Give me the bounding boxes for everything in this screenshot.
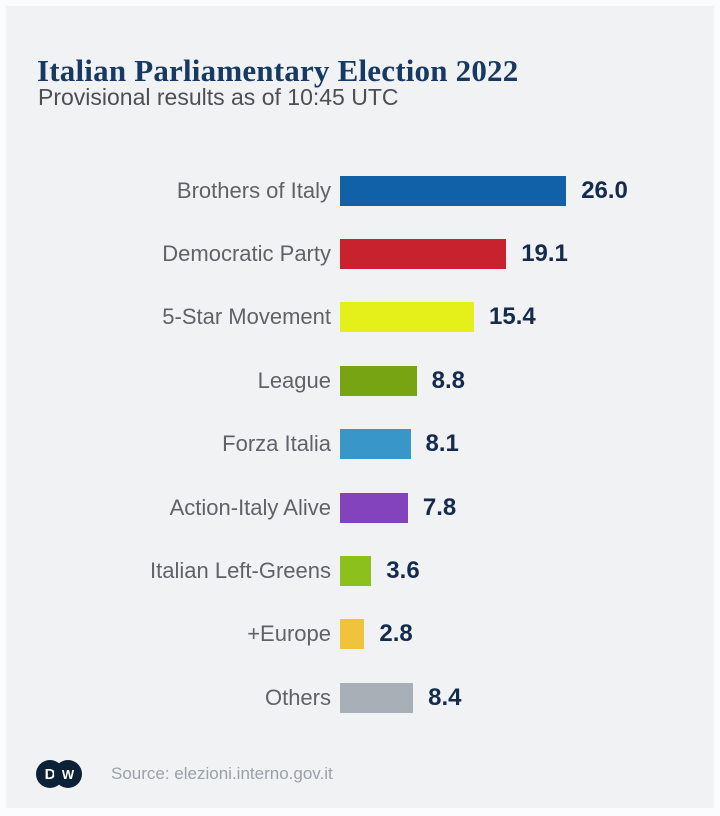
bar-chart: Brothers of Italy 26.0 Democratic Party … — [6, 159, 714, 730]
value-label: 3.6 — [386, 557, 420, 585]
bar — [340, 619, 365, 650]
chart-row: League 8.8 — [6, 349, 714, 412]
category-label: Others — [264, 684, 331, 710]
bar — [340, 556, 372, 587]
category-label: Democratic Party — [162, 241, 331, 267]
category-label: 5-Star Movement — [162, 304, 331, 330]
logo-letter-d: D — [44, 765, 56, 783]
bar — [340, 492, 408, 523]
chart-row: +Europe 2.8 — [6, 603, 714, 666]
chart-row: Action-Italy Alive 7.8 — [6, 476, 714, 539]
category-label: League — [257, 367, 331, 393]
logo-letter-w: W — [61, 766, 75, 782]
category-label: Brothers of Italy — [176, 177, 331, 203]
bar — [340, 239, 507, 270]
bar — [340, 682, 414, 713]
value-label: 7.8 — [422, 493, 457, 521]
chart-row: Brothers of Italy 26.0 — [6, 159, 714, 222]
chart-row: Others 8.4 — [6, 666, 714, 729]
source-text: Source: elezioni.interno.gov.it — [111, 764, 333, 783]
dw-logo: D W — [36, 759, 83, 789]
value-label: 15.4 — [489, 303, 536, 331]
value-label: 19.1 — [521, 240, 568, 268]
category-label: Action-Italy Alive — [169, 494, 331, 520]
chart-row: Forza Italia 8.1 — [6, 413, 714, 476]
value-label: 8.4 — [428, 683, 462, 711]
value-label: 2.8 — [379, 620, 413, 648]
bar — [340, 365, 417, 396]
category-label: Italian Left-Greens — [150, 558, 331, 584]
bar — [340, 175, 567, 206]
category-label: Forza Italia — [222, 431, 331, 457]
page-title: Italian Parliamentary Election 2022 — [37, 52, 519, 88]
infographic-panel: Italian Parliamentary Election 2022 Prov… — [6, 6, 714, 808]
chart-subtitle: Provisional results as of 10:45 UTC — [38, 84, 399, 110]
value-label: 8.1 — [425, 430, 459, 458]
chart-row: Democratic Party 19.1 — [6, 222, 714, 285]
footer: D W Source: elezioni.interno.gov.it — [36, 757, 333, 791]
chart-row: Italian Left-Greens 3.6 — [6, 539, 714, 602]
dw-logo-w-circle: W — [54, 760, 82, 788]
chart-row: 5-Star Movement 15.4 — [6, 286, 714, 349]
bar — [340, 302, 474, 333]
category-label: +Europe — [247, 621, 331, 647]
value-label: 26.0 — [581, 176, 628, 204]
bar — [340, 429, 411, 460]
value-label: 8.8 — [431, 366, 465, 394]
